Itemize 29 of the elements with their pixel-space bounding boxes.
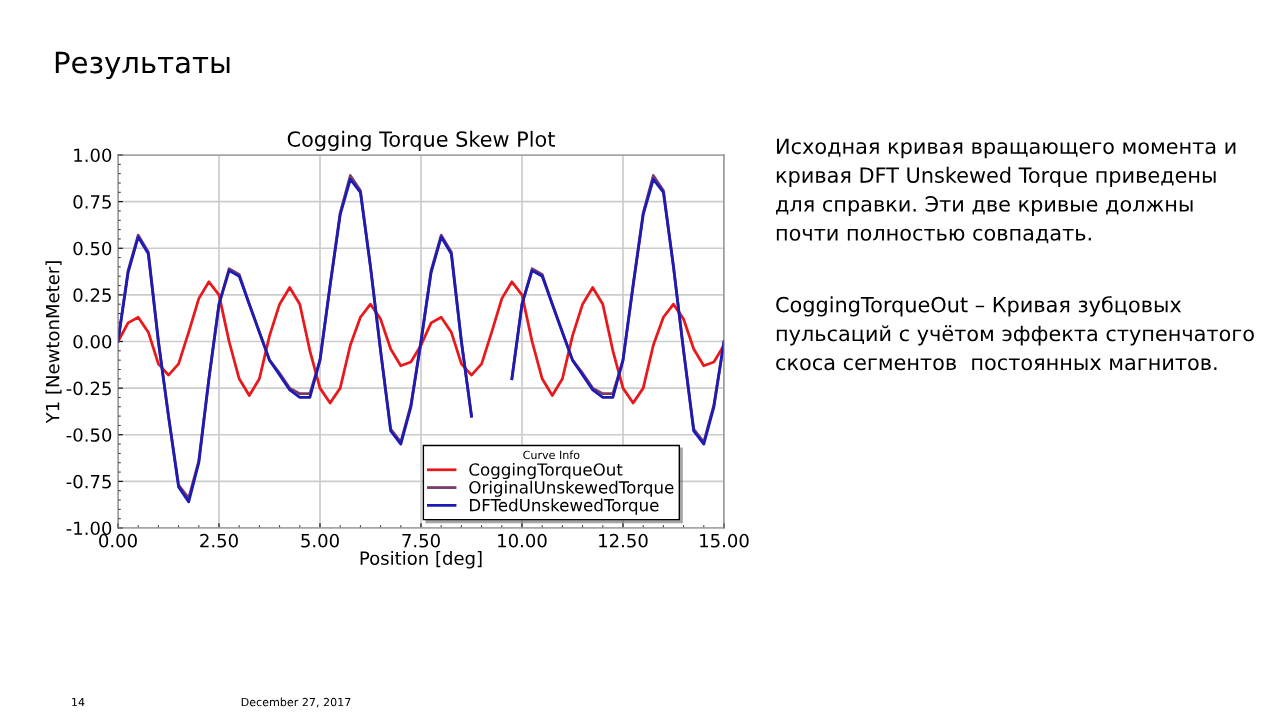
line-series (118, 280, 724, 405)
legend-label: OriginalUnskewedTorque (469, 480, 674, 497)
y-tick-label: -1.00 (66, 521, 112, 536)
y-tick-label: -0.25 (66, 381, 111, 396)
x-tick-label: 15.00 (700, 533, 749, 548)
y-tick-label: -0.50 (66, 428, 112, 442)
y-tick-label: -0.75 (66, 474, 111, 489)
y-tick-label: 1.00 (74, 148, 112, 163)
y-tick-label: 0.25 (73, 288, 111, 302)
x-tick-label: 10.00 (498, 533, 547, 548)
text: Исходная кривая вращающего момента и кривая DFT Unskewed Torque приведены для справки. Эти две кривые должны почти полностью совпадать. (776, 138, 1236, 244)
y-tick-label: 0.50 (73, 241, 112, 256)
text: December 27, 2017 (241, 697, 351, 708)
legend-label: DFTedUnskewedTorque (470, 498, 659, 515)
x-tick-label: 5.00 (301, 533, 339, 548)
legend-label: CoggingTorqueOut (469, 462, 623, 480)
x-tick-label: 7.50 (402, 533, 440, 548)
y-axis-title: Y1 [NewtonMeter] (45, 261, 62, 424)
text: CoggingTorqueOut – Кривая зубцовых пульсаций с учётом эффекта ступенчатого скоса сегментов постоянных магнитов. (776, 296, 1254, 371)
text: Результаты (55, 51, 230, 80)
chart-title: Cogging Torque Skew Plot (287, 130, 555, 151)
text: 14 (72, 697, 85, 707)
y-tick-label: 0.00 (73, 334, 112, 349)
x-tick-label: 12.50 (599, 533, 648, 548)
x-tick-label: 2.50 (200, 533, 238, 548)
y-tick-label: 0.75 (73, 195, 111, 209)
x-tick-label: 0.00 (99, 533, 137, 548)
legend-title: Curve Info (523, 450, 580, 460)
x-axis-title: Position [deg] (360, 551, 482, 569)
